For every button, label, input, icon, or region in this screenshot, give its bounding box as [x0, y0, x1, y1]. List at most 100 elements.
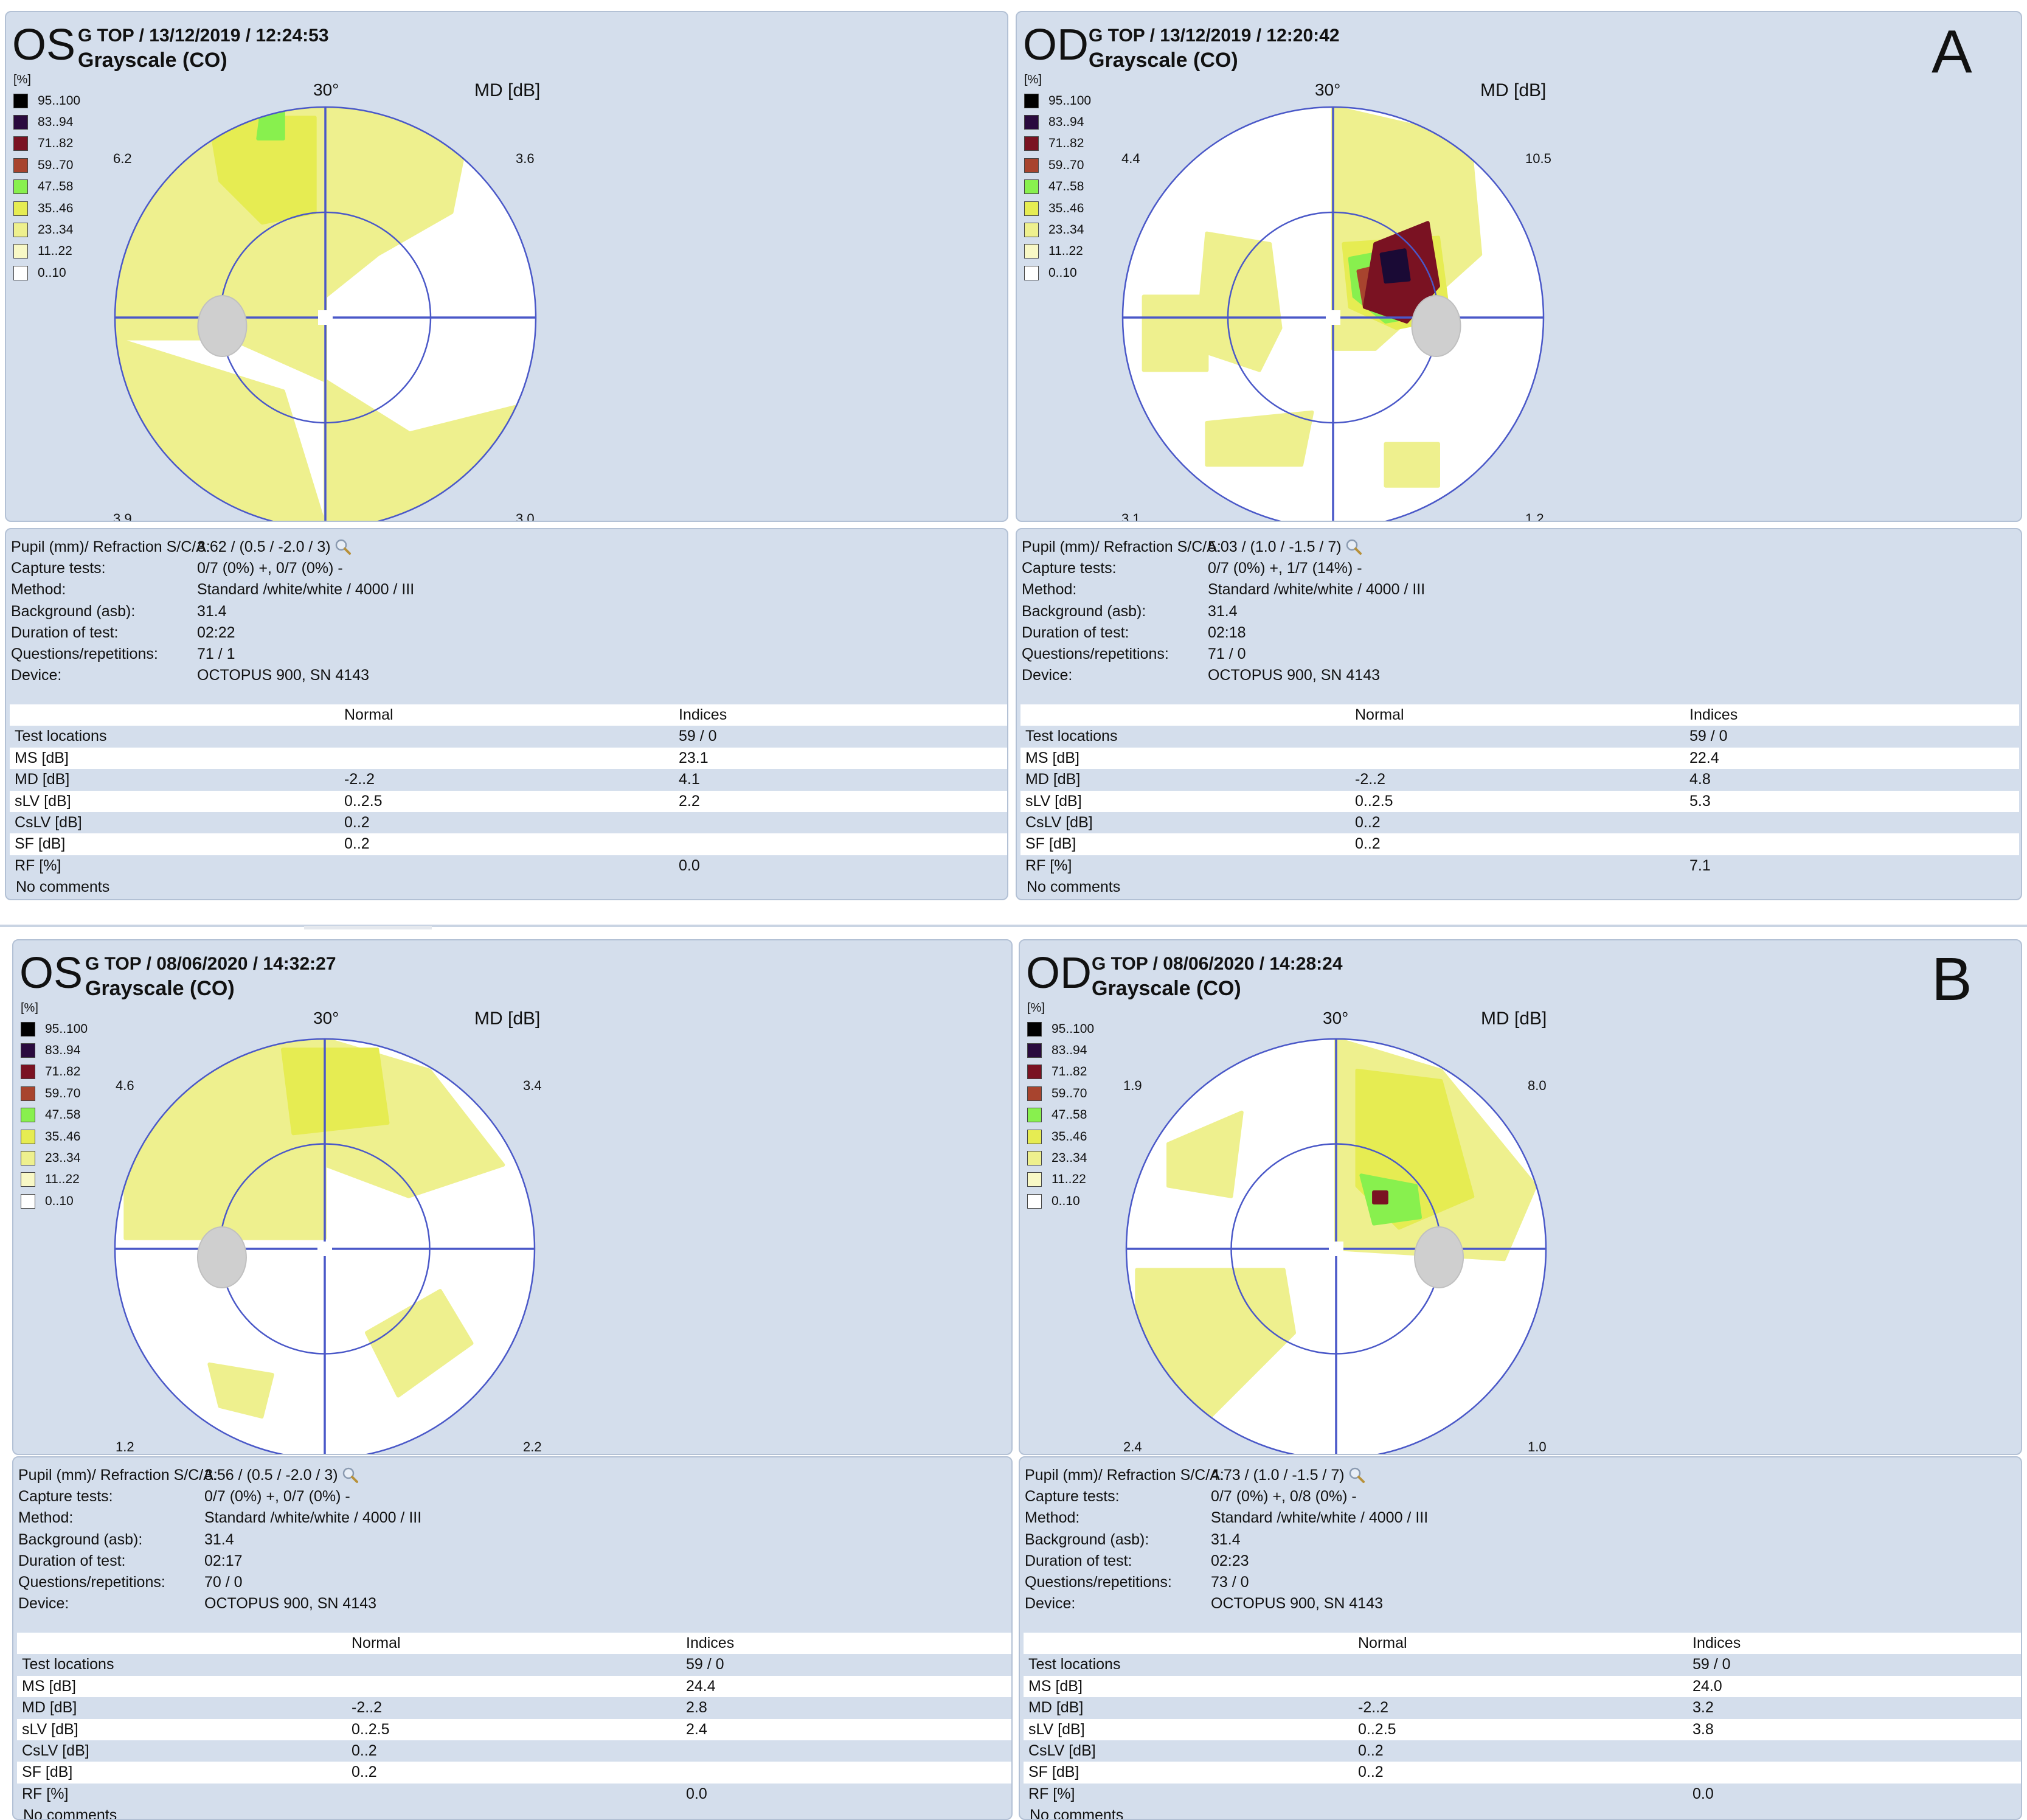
- legend-label: 35..46: [38, 201, 74, 215]
- magnifier-icon[interactable]: [334, 538, 352, 555]
- legend-swatch: [13, 265, 28, 280]
- legend-label: 83..94: [45, 1043, 81, 1058]
- index-value: 4.8: [1689, 771, 1711, 788]
- index-value: 59 / 0: [686, 1656, 724, 1673]
- indices-header-row: Normal Indices: [1020, 704, 2019, 726]
- legend-swatch: [1024, 136, 1039, 151]
- normal-range: 0..2: [1358, 1742, 1384, 1759]
- eye-label: OS: [19, 949, 83, 998]
- magnifier-icon[interactable]: [342, 1467, 359, 1484]
- index-name: SF [dB]: [1028, 1763, 1079, 1781]
- defect-region: [207, 1362, 274, 1419]
- parameter-value: 02:18: [1208, 622, 1246, 644]
- comments-text: No comments: [1030, 1807, 1124, 1820]
- parameter-value-text: 73 / 0: [1211, 1573, 1249, 1591]
- table-row: CsLV [dB] 0..2: [10, 812, 1007, 833]
- parameter-label: Capture tests:: [1022, 560, 1117, 577]
- parameter-value: 3.62 / (0.5 / -2.0 / 3): [197, 537, 352, 558]
- legend-label: 0..10: [1052, 1193, 1080, 1208]
- legend-row: 47..58: [1027, 1105, 1094, 1126]
- index-name: MD [dB]: [1025, 771, 1081, 788]
- parameter-value: 71 / 0: [1208, 644, 1246, 665]
- legend-label: 11..22: [1052, 1172, 1086, 1187]
- legend-swatch: [21, 1193, 35, 1209]
- index-value: 24.0: [1693, 1677, 1722, 1695]
- eccentricity-label: 30°: [1315, 80, 1341, 99]
- legend-row: 23..34: [13, 219, 80, 240]
- legend-row: 47..58: [21, 1105, 88, 1126]
- parameter-value: 0/7 (0%) +, 0/7 (0%) -: [197, 558, 343, 579]
- table-row: SF [dB] 0..2: [17, 1762, 1011, 1784]
- legend-row: 71..82: [1027, 1061, 1094, 1083]
- parameter-value: 02:23: [1211, 1551, 1249, 1572]
- legend-row: 23..34: [1027, 1147, 1094, 1169]
- test-header: G TOP / 13/12/2019 / 12:20:42: [1089, 26, 1340, 46]
- index-name: Test locations: [15, 728, 107, 745]
- indices-table: Normal Indices Test locations 59 / 0 MS [dB]…: [1024, 1633, 2021, 1820]
- os-visual-field-panel: OS G TOP / 08/06/2020 / 14:32:27 Grayscale…: [12, 939, 1013, 1455]
- legend-label: 71..82: [1048, 136, 1084, 151]
- md-quadrant-upper-right: 3.4: [523, 1078, 542, 1093]
- parameter-label: Device:: [11, 667, 62, 684]
- blind-spot: [1411, 295, 1461, 357]
- normal-range: 0..2: [344, 813, 370, 831]
- index-name: SF [dB]: [22, 1763, 73, 1781]
- defect-region: [1384, 442, 1440, 488]
- legend-swatch: [1027, 1172, 1042, 1187]
- blind-spot: [1414, 1226, 1464, 1288]
- defect-region: [1194, 231, 1283, 372]
- parameter-label: Method:: [1025, 1509, 1080, 1527]
- legend-label: 35..46: [1052, 1129, 1087, 1144]
- legend-swatch: [21, 1151, 35, 1166]
- table-row: CsLV [dB] 0..2: [1020, 812, 2019, 833]
- fixation-point: [1326, 310, 1340, 325]
- parameter-label: Duration of test:: [1022, 623, 1129, 641]
- table-row: CsLV [dB] 0..2: [1024, 1740, 2021, 1762]
- legend-swatch: [21, 1021, 35, 1037]
- eye-label: OD: [1026, 949, 1092, 998]
- parameter-label: Background (asb):: [18, 1530, 143, 1548]
- parameter-label: Capture tests:: [18, 1488, 113, 1506]
- legend-label: 0..10: [1048, 265, 1077, 280]
- legend-swatch: [13, 244, 28, 259]
- od-visual-field-panel: OD G TOP / 13/12/2019 / 12:20:42 Grayscale…: [1016, 11, 2022, 522]
- header-indices: Indices: [1693, 1634, 1741, 1652]
- index-name: SF [dB]: [1025, 835, 1076, 853]
- parameter-value-text: OCTOPUS 900, SN 4143: [1211, 1595, 1384, 1613]
- legend-swatch: [1024, 265, 1039, 280]
- parameter-value: 70 / 0: [204, 1572, 243, 1593]
- index-value: 5.3: [1689, 792, 1711, 810]
- index-value: 23.1: [679, 749, 709, 766]
- md-quadrant-header: MD [dB]: [1480, 80, 1547, 100]
- parameter-value-text: 0/7 (0%) +, 0/7 (0%) -: [204, 1488, 350, 1506]
- parameter-value: OCTOPUS 900, SN 4143: [1208, 665, 1380, 686]
- parameter-label: Background (asb):: [11, 602, 136, 620]
- table-row: MS [dB] 24.0: [1024, 1675, 2021, 1698]
- parameter-value-text: 71 / 1: [197, 645, 235, 662]
- md-quadrant-lower-left: 3.9: [113, 511, 132, 522]
- index-name: CsLV [dB]: [1028, 1742, 1096, 1759]
- index-name: Test locations: [1025, 728, 1118, 745]
- parameter-value-text: 70 / 0: [204, 1573, 243, 1591]
- legend-row: 23..34: [21, 1147, 88, 1169]
- legend-row: 95..100: [1024, 90, 1091, 111]
- legend-label: 71..82: [45, 1065, 81, 1079]
- header-indices: Indices: [679, 706, 727, 723]
- magnifier-icon[interactable]: [1348, 1467, 1365, 1484]
- normal-range: 0..2: [352, 1763, 377, 1781]
- parameter-value-text: 02:18: [1208, 623, 1246, 641]
- md-quadrant-lower-right: 3.0: [516, 511, 535, 522]
- table-row: RF [%] 0.0: [10, 855, 1007, 877]
- normal-range: 0..2: [1355, 835, 1381, 853]
- legend-swatch: [1027, 1151, 1042, 1166]
- parameter-value-text: 3.62 / (0.5 / -2.0 / 3): [197, 538, 331, 555]
- parameter-value-text: Standard /white/white / 4000 / III: [197, 581, 415, 599]
- index-name: MD [dB]: [15, 771, 70, 788]
- section-letter: B: [1932, 945, 1972, 1013]
- legend-row: 71..82: [21, 1061, 88, 1083]
- parameter-value-text: OCTOPUS 900, SN 4143: [1208, 667, 1381, 684]
- md-quadrant-upper-left: 6.2: [113, 151, 132, 166]
- index-name: sLV [dB]: [1025, 792, 1082, 810]
- parameter-value-text: 0/7 (0%) +, 0/7 (0%) -: [197, 560, 343, 577]
- magnifier-icon[interactable]: [1345, 538, 1362, 555]
